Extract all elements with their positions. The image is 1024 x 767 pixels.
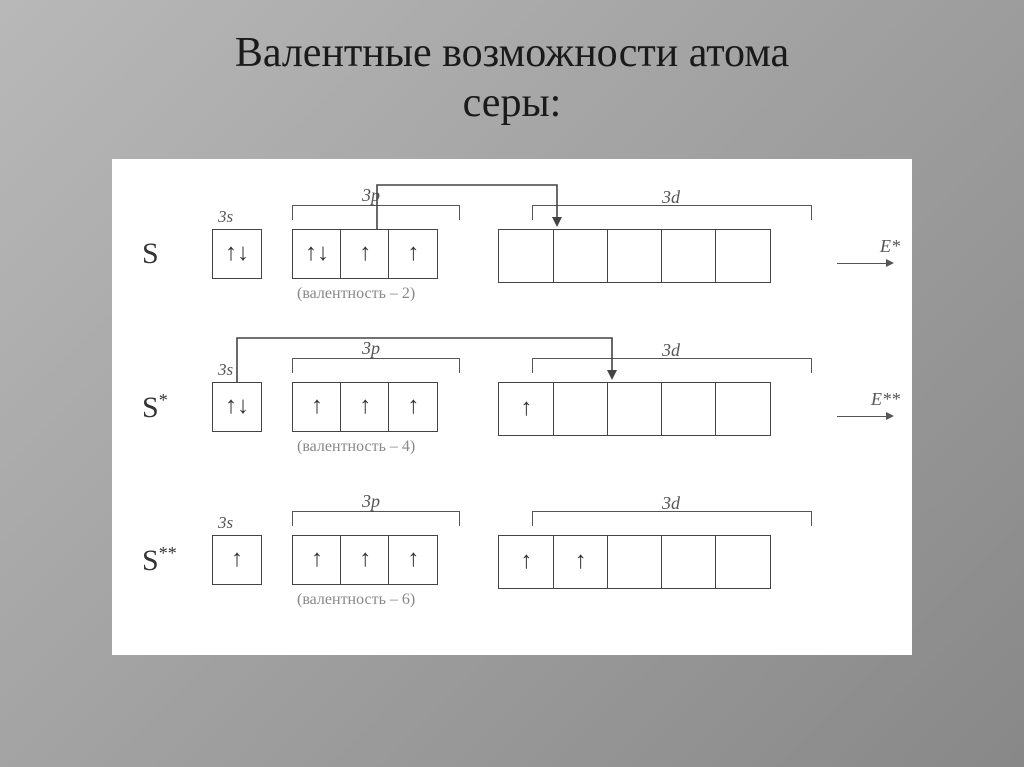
state-row: S3s3p3d↑↓↑↓↑↑(валентность – 2)E* [132,181,892,316]
orbital-cell-3p: ↑ [292,535,342,585]
orbital-cell-3d: ↑ [498,535,554,589]
orbital-row: ↑↑↑↑↑↑ [212,535,771,589]
page-title: Валентные возможности атома серы: [0,0,1024,149]
valence-label: (валентность – 4) [297,438,415,456]
orbital-cell-3s: ↑ [212,535,262,585]
energy-label: E* [880,236,900,257]
valence-label: (валентность – 2) [297,285,415,303]
state-row: S*3s3p3d↑↓↑↑↑↑(валентность – 4)E** [132,334,892,469]
orbital-cell-3d [661,535,717,589]
title-line1: Валентные возможности атома [235,30,789,76]
energy-arrow-icon [837,263,892,264]
element-symbol: S [142,237,159,271]
label-3p: 3p [362,491,380,512]
energy-label: E** [871,389,900,410]
brace-3d [532,511,812,526]
orbital-cell-3d [607,535,663,589]
valence-label: (валентность – 6) [297,591,415,609]
promotion-arrow-icon [132,336,892,391]
energy-arrow-icon [837,416,892,417]
orbital-cell-3p: ↑ [388,535,438,585]
element-symbol: S** [142,543,177,578]
promotion-arrow-icon [132,183,892,238]
orbital-cell-3d [715,535,771,589]
orbital-cell-3p: ↑ [340,535,390,585]
orbital-cell-3d: ↑ [553,535,609,589]
brace-3p [292,511,460,526]
state-row: S**3s3p3d↑↑↑↑↑↑(валентность – 6) [132,487,892,622]
label-3s: 3s [218,513,233,533]
diagram-panel: S3s3p3d↑↓↑↓↑↑(валентность – 2)E* S*3s3p3… [112,159,912,655]
title-line2: серы: [463,80,562,126]
element-symbol: S* [142,390,168,425]
